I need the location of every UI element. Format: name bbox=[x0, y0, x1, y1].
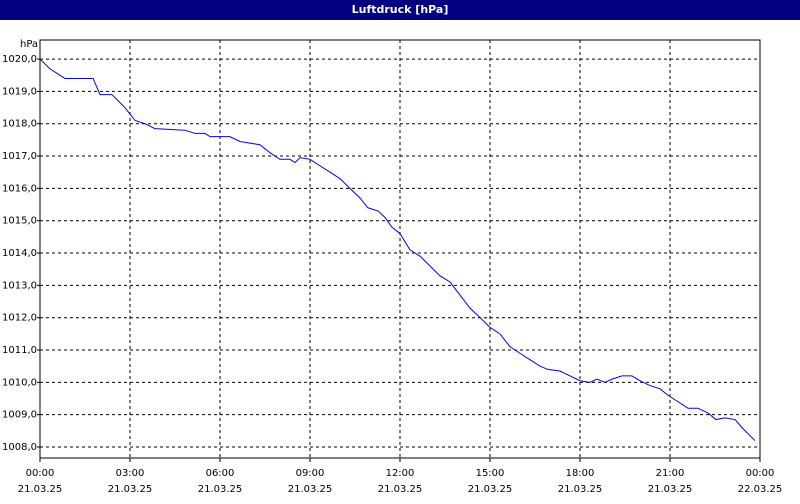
x-tick-label: 03:00 bbox=[116, 468, 145, 479]
y-tick-label: 1016,0 bbox=[2, 183, 37, 194]
x-tick-date: 22.03.25 bbox=[738, 484, 783, 495]
data-line bbox=[39, 58, 756, 441]
x-tick-date: 21.03.25 bbox=[378, 484, 423, 495]
grid bbox=[39, 40, 761, 458]
x-tick-label: 00:00 bbox=[746, 468, 775, 479]
x-tick-label: 09:00 bbox=[296, 468, 325, 479]
y-tick-label: 1014,0 bbox=[2, 248, 37, 259]
x-tick-date: 21.03.25 bbox=[198, 484, 243, 495]
x-tick-label: 21:00 bbox=[656, 468, 685, 479]
x-tick-label: 18:00 bbox=[566, 468, 595, 479]
x-tick-label: 00:00 bbox=[26, 468, 55, 479]
x-tick-date: 21.03.25 bbox=[558, 484, 603, 495]
y-tick-label: 1013,0 bbox=[2, 280, 37, 291]
x-tick-date: 21.03.25 bbox=[288, 484, 333, 495]
x-tick-date: 21.03.25 bbox=[108, 484, 153, 495]
y-tick-label: 1020,0 bbox=[2, 54, 37, 65]
y-tick-label: 1012,0 bbox=[2, 313, 37, 324]
y-tick-label: 1015,0 bbox=[2, 216, 37, 227]
x-tick-label: 12:00 bbox=[386, 468, 415, 479]
x-tick-date: 21.03.25 bbox=[18, 484, 63, 495]
x-tick-label: 06:00 bbox=[206, 468, 235, 479]
x-tick-date: 21.03.25 bbox=[468, 484, 513, 495]
y-tick-label: 1018,0 bbox=[2, 119, 37, 130]
y-tick-label: 1010,0 bbox=[2, 377, 37, 388]
x-tick-label: 15:00 bbox=[476, 468, 505, 479]
y-tick-label: 1009,0 bbox=[2, 410, 37, 421]
y-tick-label: 1019,0 bbox=[2, 86, 37, 97]
y-tick-label: 1008,0 bbox=[2, 442, 37, 453]
x-tick-date: 21.03.25 bbox=[648, 484, 693, 495]
y-axis-unit: hPa bbox=[20, 39, 38, 50]
y-tick-label: 1011,0 bbox=[2, 345, 37, 356]
title-bar bbox=[0, 0, 800, 20]
chart-title: Luftdruck [hPa] bbox=[352, 3, 449, 16]
y-tick-label: 1017,0 bbox=[2, 151, 37, 162]
